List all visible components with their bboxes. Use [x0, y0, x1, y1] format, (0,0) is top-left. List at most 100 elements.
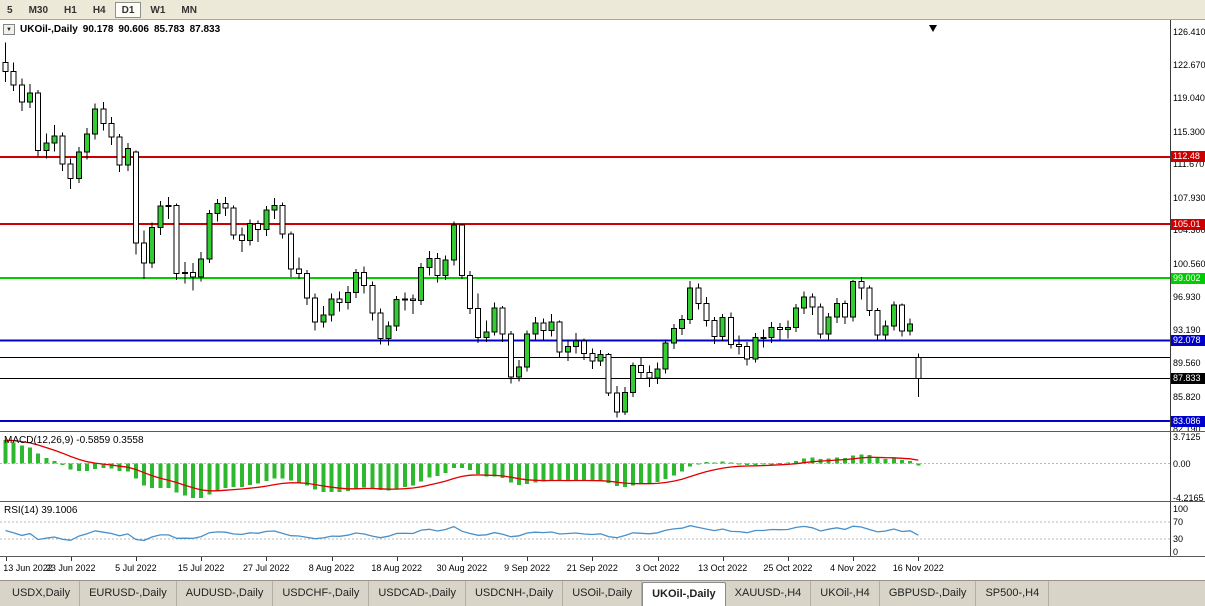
time-axis-label: 27 Jul 2022 — [243, 563, 290, 573]
time-axis-tick — [5, 557, 7, 561]
time-axis-label: 3 Oct 2022 — [635, 563, 680, 573]
triangle-down-icon: ▼ — [6, 27, 12, 33]
price-line-badge-83-086: 83.086 — [1171, 415, 1205, 427]
rsi-axis[interactable]: 100 70 30 0 — [1170, 502, 1205, 556]
time-axis-label: 13 Jun 2022 — [3, 563, 53, 573]
chart-low-value: 85.783 — [153, 24, 185, 35]
main-chart-panel[interactable]: ▼ UKOil-,Daily 90.178 90.606 85.783 87.8… — [0, 20, 1205, 431]
time-axis-label: 30 Aug 2022 — [436, 563, 488, 573]
timeframe-button-h1[interactable]: H1 — [64, 4, 77, 16]
tab-ukoil-daily[interactable]: UKOil-,Daily — [642, 582, 726, 606]
price-axis-label: 126.410 — [1173, 26, 1205, 37]
price-axis-label: 96.930 — [1173, 291, 1201, 302]
timeframe-button-m30[interactable]: M30 — [28, 4, 49, 16]
tab-usdcnh-daily[interactable]: USDCNH-,Daily — [466, 581, 564, 606]
chart-collapse-button[interactable]: ▼ — [3, 24, 15, 35]
rsi-axis-label: 0 — [1173, 547, 1179, 556]
timeframe-button-w1[interactable]: W1 — [150, 4, 166, 16]
price-line-badge-87-833: 87.833 — [1171, 373, 1205, 385]
price-axis-label: 122.670 — [1173, 60, 1205, 71]
time-axis-label: 13 Oct 2022 — [698, 563, 748, 573]
tab-usdchf-daily[interactable]: USDCHF-,Daily — [273, 581, 370, 606]
tab-usdx-daily[interactable]: USDX,Daily — [3, 581, 81, 606]
time-axis-label: 18 Aug 2022 — [371, 563, 422, 573]
price-line-badge-112-48: 112.48 — [1171, 151, 1205, 163]
tab-sp500-h4[interactable]: SP500-,H4 — [976, 581, 1050, 606]
rsi-panel[interactable]: RSI(14) 39.1006 100 70 30 0 — [0, 501, 1205, 556]
down-arrow-marker — [929, 25, 937, 32]
timeframe-button-h4[interactable]: H4 — [92, 4, 106, 16]
time-axis-tick — [527, 557, 529, 561]
macd-axis[interactable]: 3.7125 0.00 -4.2165 — [1170, 432, 1205, 501]
price-axis-label: 85.820 — [1173, 391, 1201, 402]
macd-label: MACD(12,26,9) -0.5859 0.3558 — [4, 435, 144, 446]
symbol-tabbar: USDX,Daily EURUSD-,Daily AUDUSD-,Daily USDC… — [0, 580, 1205, 606]
price-axis-label: 100.560 — [1173, 259, 1205, 270]
time-axis-tick — [787, 557, 789, 561]
macd-axis-label: 0.00 — [1173, 458, 1191, 469]
price-axis-label: 93.190 — [1173, 325, 1201, 336]
time-axis-label: 25 Oct 2022 — [763, 563, 813, 573]
time-axis-tick — [722, 557, 724, 561]
chart-symbol: UKOil-,Daily — [20, 24, 78, 35]
timeframe-button-d1[interactable]: D1 — [114, 1, 142, 18]
price-axis-label: 115.300 — [1173, 126, 1205, 137]
chart-symbol-title: ▼ UKOil-,Daily 90.178 90.606 85.783 87.8… — [3, 24, 220, 35]
time-axis-tick — [461, 557, 463, 561]
price-axis-label: 82.190 — [1173, 424, 1201, 431]
chart-close-value: 87.833 — [189, 24, 221, 35]
candlestick-chart[interactable] — [0, 20, 1170, 431]
tab-usdcad-daily[interactable]: USDCAD-,Daily — [369, 581, 466, 606]
chart-area: ▼ UKOil-,Daily 90.178 90.606 85.783 87.8… — [0, 20, 1205, 580]
time-axis-label: 8 Aug 2022 — [308, 563, 355, 573]
chart-high-value: 90.606 — [118, 24, 149, 35]
rsi-axis-label: 70 — [1173, 516, 1184, 527]
price-line-badge-92-078: 92.078 — [1171, 334, 1205, 346]
macd-chart[interactable] — [0, 432, 1170, 501]
time-axis-label: 9 Sep 2022 — [504, 563, 551, 573]
price-line-badge-99-002: 99.002 — [1171, 272, 1205, 284]
time-axis-label: 23 Jun 2022 — [45, 563, 96, 573]
tab-gbpusd-daily[interactable]: GBPUSD-,Daily — [880, 581, 977, 606]
time-axis-tick — [853, 557, 855, 561]
time-axis-label: 5 Jul 2022 — [115, 563, 157, 573]
chart-open-value: 90.178 — [82, 24, 114, 35]
tab-ukoil-h4[interactable]: UKOil-,H4 — [811, 581, 880, 606]
timeframe-toolbar: 5 M30 H1 H4 D1 W1 MN — [0, 0, 1205, 20]
timeframe-button-mn[interactable]: MN — [181, 4, 197, 16]
price-axis[interactable]: 126.410 122.670 119.040 115.300 111.670 107.9… — [1170, 20, 1205, 431]
time-axis-tick — [396, 557, 398, 561]
tab-xauusd-h4[interactable]: XAUUSD-,H4 — [726, 581, 812, 606]
price-axis-label: 89.560 — [1173, 358, 1201, 368]
rsi-axis-label: 100 — [1173, 504, 1189, 514]
rsi-chart[interactable] — [0, 502, 1170, 556]
price-axis-label: 104.300 — [1173, 225, 1205, 236]
time-axis-tick — [266, 557, 268, 561]
time-axis-label: 21 Sep 2022 — [566, 563, 618, 573]
tab-audusd-daily[interactable]: AUDUSD-,Daily — [177, 581, 274, 606]
time-axis-tick — [135, 557, 137, 561]
time-axis-label: 4 Nov 2022 — [830, 563, 877, 573]
macd-panel[interactable]: MACD(12,26,9) -0.5859 0.3558 3.7125 0.00 -… — [0, 431, 1205, 501]
time-axis-tick — [70, 557, 72, 561]
time-axis-tick — [657, 557, 659, 561]
tab-eurusd-daily[interactable]: EURUSD-,Daily — [80, 581, 177, 606]
time-axis-tick — [201, 557, 203, 561]
price-axis-label: 111.670 — [1173, 159, 1205, 170]
price-axis-label: 119.040 — [1173, 92, 1205, 103]
time-axis[interactable]: 13 Jun 2022 23 Jun 2022 5 Jul 2022 15 Jul 2… — [0, 556, 1205, 580]
timeframe-button-5[interactable]: 5 — [7, 4, 13, 16]
rsi-axis-label: 30 — [1173, 534, 1184, 545]
macd-axis-label: 3.7125 — [1173, 432, 1201, 442]
time-axis-tick — [918, 557, 920, 561]
price-axis-label: 107.930 — [1173, 192, 1205, 203]
time-axis-tick — [331, 557, 333, 561]
time-axis-label: 15 Jul 2022 — [177, 563, 225, 573]
price-line-badge-105-01: 105.01 — [1171, 218, 1205, 230]
time-axis-label: 16 Nov 2022 — [892, 563, 944, 573]
macd-axis-label: -4.2165 — [1173, 492, 1204, 501]
rsi-label: RSI(14) 39.1006 — [4, 505, 78, 516]
tab-usoil-daily[interactable]: USOil-,Daily — [563, 581, 643, 606]
time-axis-tick — [592, 557, 594, 561]
